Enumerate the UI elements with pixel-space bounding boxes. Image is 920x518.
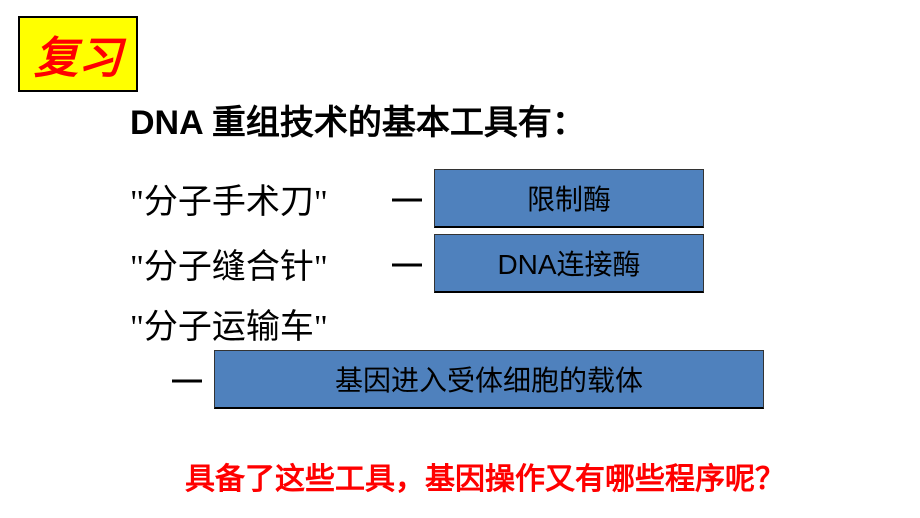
tool-label-3: "分子运输车" (130, 299, 840, 348)
question-text: 具备了这些工具，基因操作又有哪些程序呢？ (130, 454, 840, 498)
tool-label-1: "分子手术刀" (130, 174, 380, 223)
tool-box-1: 限制酶 (434, 169, 704, 228)
tool-row-3-bottom: — 基因进入受体细胞的载体 (160, 350, 840, 409)
page-title: DNA 重组技术的基本工具有： (130, 95, 840, 144)
review-badge-text: 复习 (34, 34, 122, 83)
connector-3: — (172, 363, 202, 397)
tool-label-2: "分子缝合针" (130, 239, 380, 288)
tool-row-1: "分子手术刀" — 限制酶 (130, 169, 840, 228)
tool-row-3: "分子运输车" — 基因进入受体细胞的载体 (130, 299, 840, 409)
connector-2: — (392, 247, 422, 281)
tool-box-3: 基因进入受体细胞的载体 (214, 350, 764, 409)
connector-1: — (392, 182, 422, 216)
review-badge: 复习 (18, 16, 138, 92)
tool-box-2: DNA连接酶 (434, 234, 704, 293)
tool-row-2: "分子缝合针" — DNA连接酶 (130, 234, 840, 293)
content-area: DNA 重组技术的基本工具有： "分子手术刀" — 限制酶 "分子缝合针" — … (130, 95, 840, 498)
